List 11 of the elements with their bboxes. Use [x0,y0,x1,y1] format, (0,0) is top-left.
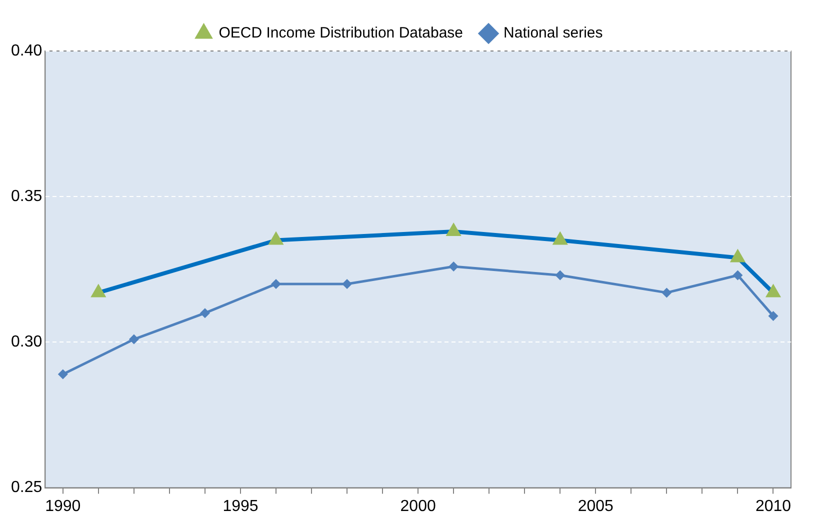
x-tick-label: 1990 [45,498,81,515]
x-tick-label: 1995 [222,498,258,515]
x-tick-label: 2000 [400,498,436,515]
x-tick-label: 2005 [578,498,614,515]
y-tick-label: 0.30 [11,334,42,351]
legend-label: National series [504,24,603,42]
y-tick-label: 0.40 [11,42,42,60]
x-tick-label: 2010 [755,498,792,515]
y-tick-label: 0.35 [11,188,42,206]
legend-label: OECD Income Distribution Database [218,24,464,42]
y-tick-label: 0.25 [11,479,42,496]
